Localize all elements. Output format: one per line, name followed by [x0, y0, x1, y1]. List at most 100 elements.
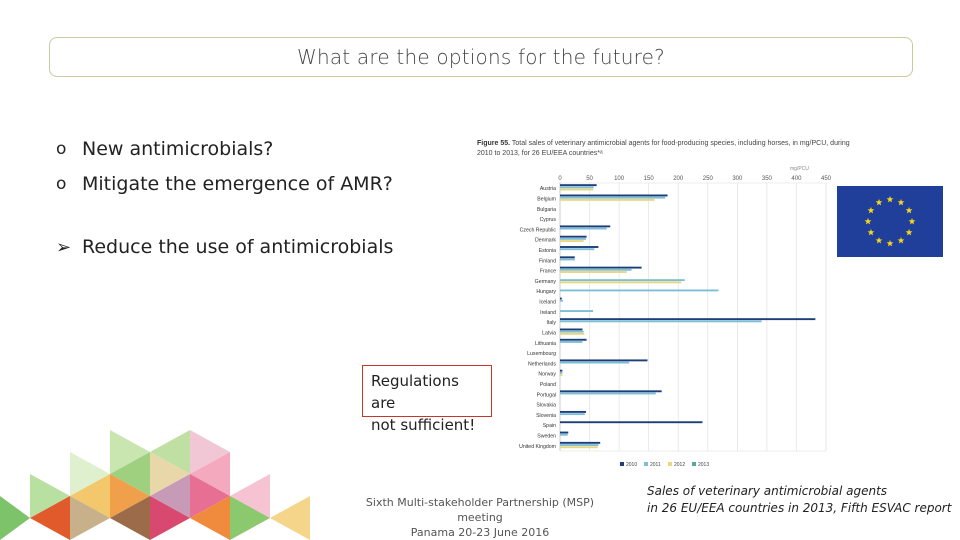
bar-2012 [560, 446, 598, 449]
category-label: Iceland [539, 300, 556, 306]
bar-2011 [560, 413, 585, 416]
bar-2011 [560, 392, 656, 395]
star-icon [897, 236, 905, 244]
deco-triangle [70, 452, 110, 496]
bar-2011 [560, 310, 594, 312]
category-label: Belgium [537, 196, 556, 202]
category-label: Poland [540, 382, 556, 388]
bar-2010 [560, 266, 642, 269]
deco-triangle [110, 496, 150, 540]
arrow-bullet-icon: ➢ [56, 236, 72, 258]
deco-triangle [190, 430, 230, 474]
bar-2010 [560, 318, 816, 321]
bar-2011 [560, 320, 762, 323]
bar-2010 [560, 297, 562, 300]
category-label: Ireland [540, 310, 556, 316]
star-icon [908, 217, 916, 225]
deco-triangle [270, 496, 310, 540]
bar-2011 [560, 279, 685, 282]
category-label: Hungary [536, 289, 556, 295]
category-label: Bulgaria [537, 207, 556, 213]
bar-2011 [560, 444, 599, 446]
category-label: Netherlands [528, 361, 556, 367]
deco-triangle [190, 474, 230, 518]
bullet-marker: o [56, 173, 67, 194]
bar-2011 [560, 268, 632, 271]
bullet-marker: o [56, 138, 67, 159]
star-icon [875, 236, 883, 244]
callout-box: Regulations are not sufficient! [362, 365, 492, 434]
arrow-bullet-item: ➢ Reduce the use of antimicrobials [56, 236, 393, 258]
deco-triangle [150, 474, 190, 518]
deco-triangle [150, 496, 190, 540]
category-label: Sweden [537, 434, 556, 440]
legend-label: 2011 [650, 462, 661, 468]
star-icon [886, 239, 894, 247]
bar-2010 [560, 421, 703, 424]
deco-triangle [150, 430, 190, 474]
category-label: Lithuania [535, 341, 556, 347]
bar-2010 [560, 256, 575, 259]
category-label: Spain [543, 423, 556, 429]
bar-2010 [560, 194, 668, 197]
slide-title: What are the options for the future? [297, 45, 665, 69]
category-label: Estonia [539, 248, 556, 254]
bullet-text-new-antimicrobials: New antimicrobials? [82, 137, 274, 160]
bar-2010 [560, 390, 662, 393]
bar-2010 [560, 246, 599, 248]
deco-triangle [150, 452, 190, 496]
bar-2010 [560, 338, 587, 341]
bar-2011 [560, 299, 563, 302]
legend-label: 2012 [674, 462, 685, 468]
bar-2011 [560, 227, 607, 230]
bar-2012 [560, 198, 655, 201]
legend-swatch [620, 462, 624, 466]
bar-2010 [560, 235, 587, 238]
bar-2012 [560, 374, 563, 377]
bar-2012 [560, 188, 594, 191]
bar-2010 [560, 328, 583, 331]
category-label: Italy [546, 320, 556, 326]
bar-2011 [560, 186, 594, 189]
deco-triangle [0, 496, 30, 540]
bar-chart: mg/PCU 0 50 100 150 200 250 300 350 400 450 Austria… [519, 166, 832, 468]
deco-triangle [190, 496, 230, 540]
star-icon [867, 206, 875, 214]
category-label: France [540, 269, 556, 275]
deco-triangle [190, 452, 230, 496]
deco-triangle [70, 474, 110, 518]
bar-2011 [560, 289, 719, 292]
category-label: Norway [538, 372, 556, 378]
eu-flag-stars [864, 195, 916, 247]
category-label: Germany [535, 279, 557, 285]
legend-swatch [668, 462, 672, 466]
legend-label: 2013 [698, 462, 709, 468]
bar-2011 [560, 433, 568, 436]
bar-2011 [560, 341, 583, 343]
bar-2010 [560, 225, 611, 228]
category-label: Luxembourg [527, 351, 556, 357]
bullet-text-mitigate-amr: Mitigate the emergence of AMR? [82, 172, 393, 195]
category-label: Finland [539, 258, 556, 264]
legend-label: 2010 [626, 462, 637, 468]
slide-title-box: What are the options for the future? [49, 37, 913, 77]
x-tick-label: 50 [586, 176, 593, 182]
category-label: Czech Republic [520, 227, 557, 233]
deco-triangle [30, 496, 70, 540]
category-label: Latvia [542, 330, 556, 336]
chart-title-text: Total sales of veterinary antimicrobial … [477, 140, 850, 157]
bar-2011 [560, 248, 595, 251]
x-tick-label: 450 [821, 176, 832, 182]
x-tick-label: 300 [732, 176, 743, 182]
arrow-bullet-text: Reduce the use of antimicrobials [82, 236, 394, 258]
footer-line-1: Sixth Multi-stakeholder Partnership (MSP… [365, 496, 595, 524]
bar-2010 [560, 359, 648, 362]
bar-2010 [560, 184, 597, 187]
deco-triangle [30, 474, 70, 518]
category-label: Slovenia [536, 413, 556, 419]
star-icon [867, 228, 875, 236]
x-tick-label: 250 [703, 176, 714, 182]
deco-triangle [110, 474, 150, 518]
star-icon [875, 198, 883, 206]
x-tick-label: 200 [673, 176, 684, 182]
